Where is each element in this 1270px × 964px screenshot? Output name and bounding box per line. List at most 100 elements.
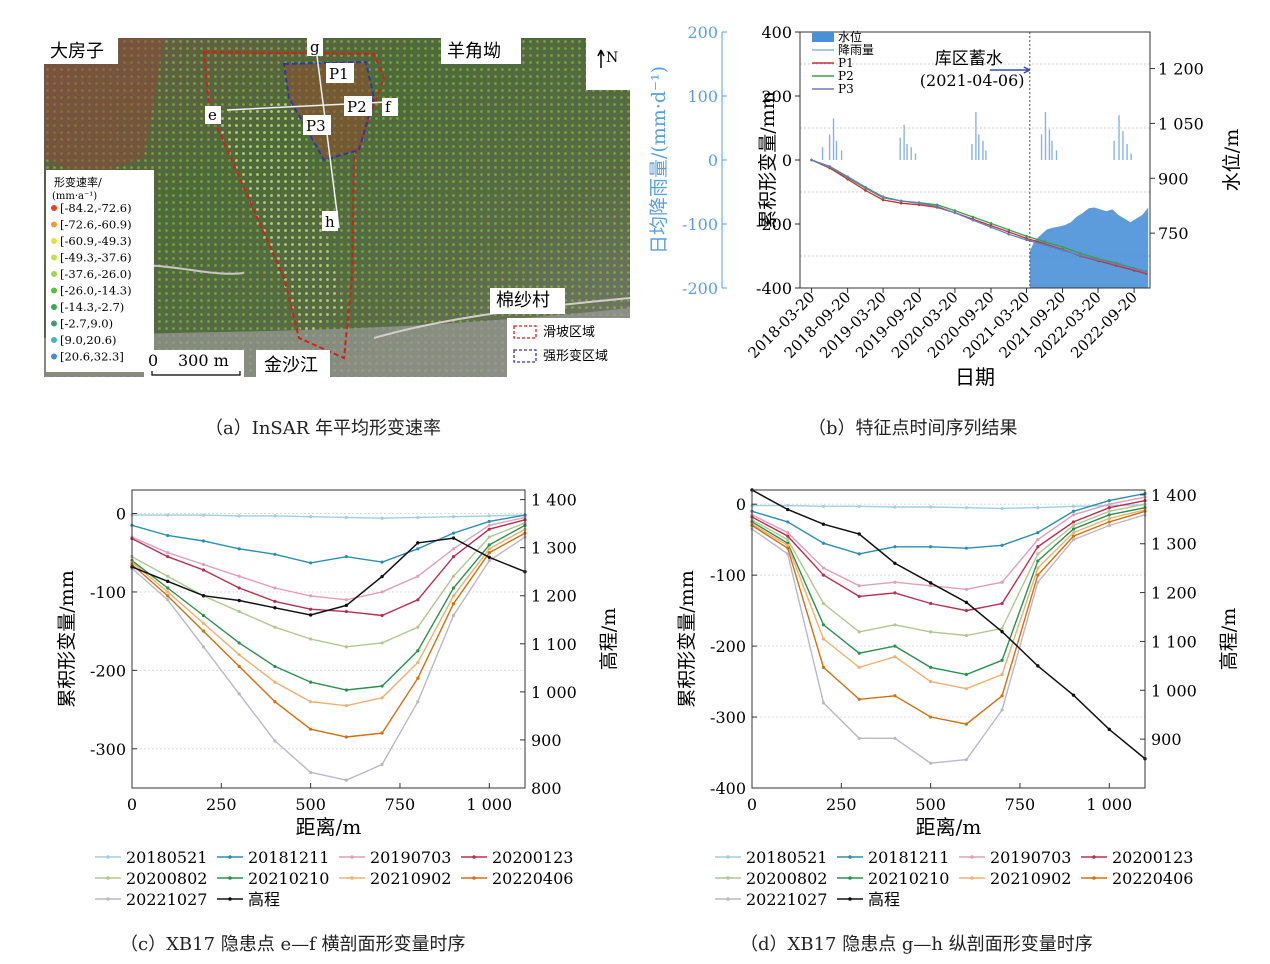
y2-tick-label: 800 <box>531 779 562 798</box>
series-point <box>1107 520 1111 524</box>
y2-tick-label: 1 200 <box>1151 584 1197 603</box>
zone-legend-swatch <box>513 325 537 339</box>
series-point <box>1000 601 1004 606</box>
legend-title: 形变速率/ <box>54 175 102 189</box>
series-point <box>786 520 790 524</box>
series-point <box>1007 232 1011 236</box>
series-point <box>344 598 348 602</box>
series-point <box>953 209 957 212</box>
series-point <box>989 225 993 229</box>
x-tick-label: 750 <box>385 795 416 814</box>
elevation-point <box>857 532 861 536</box>
legend-label: 降雨量 <box>838 43 874 57</box>
series-line-20210210 <box>131 524 526 691</box>
legend-label: 20210902 <box>370 869 451 888</box>
legend-label: 20210210 <box>868 869 949 888</box>
profile-line-g-h <box>315 47 340 229</box>
series-point <box>309 561 313 565</box>
series-point <box>786 530 790 535</box>
series-point <box>1079 254 1082 257</box>
y-tick-label: -400 <box>756 279 792 298</box>
elevation-point <box>1000 629 1004 634</box>
series-line-20220406 <box>131 532 526 738</box>
series-point <box>821 623 826 627</box>
series-point <box>1107 502 1111 506</box>
series-point <box>1071 538 1076 542</box>
series-line-20190703 <box>131 516 526 601</box>
series-point <box>1071 534 1076 538</box>
series-point <box>846 175 849 178</box>
series-point <box>964 587 968 591</box>
y2-tick-label: 1 200 <box>531 587 577 606</box>
series-point <box>1107 506 1111 510</box>
y-tick-label: -200 <box>90 661 126 680</box>
zone-legend-swatch <box>513 349 537 363</box>
y2-tick-label: 1 100 <box>531 635 577 654</box>
series-line-20200123 <box>751 499 1146 612</box>
series-point <box>1096 258 1100 262</box>
series-point <box>487 547 491 551</box>
series-point <box>487 543 491 547</box>
scale-bar-label: 300 m <box>178 351 229 370</box>
series-point <box>786 546 790 550</box>
series-point <box>237 514 241 518</box>
series-point <box>929 505 933 509</box>
series-point <box>309 770 313 774</box>
series-point <box>786 504 790 508</box>
x-tick-label: 0 <box>747 795 757 814</box>
legend-marker <box>228 876 232 880</box>
series-point <box>1071 504 1076 508</box>
series-point <box>881 195 885 199</box>
legend-label: [-2.7,9.0) <box>60 317 113 331</box>
legend-label: [-84.2,-72.6) <box>60 201 132 215</box>
elevation-line <box>131 537 526 616</box>
series-point <box>487 523 491 527</box>
legend-label: 20190703 <box>990 848 1071 867</box>
y-axis-label: 累积形变量/mm <box>676 570 698 707</box>
series-point <box>821 665 826 669</box>
y-tick-label: -300 <box>90 740 126 759</box>
x-axis-label: 距离/m <box>916 815 982 839</box>
series-point <box>201 513 206 517</box>
series-point <box>1061 245 1064 249</box>
y-tick-label: 400 <box>761 23 792 42</box>
legend-label: [-14.3,-2.7) <box>60 300 124 314</box>
series-point <box>487 535 491 539</box>
series-point <box>786 543 790 547</box>
series-point <box>166 594 170 598</box>
series-point <box>309 594 313 598</box>
series-line-20220406 <box>751 510 1146 725</box>
series-line-20221027 <box>131 536 526 781</box>
series-point <box>344 735 348 739</box>
legend-label: 20181211 <box>868 848 949 867</box>
legend-label: [20.6,32.3] <box>60 350 124 364</box>
series-point <box>237 664 241 669</box>
zone-legend-label: 强形变区域 <box>543 348 608 364</box>
legend-label: 20200123 <box>1112 848 1193 867</box>
legend-label: 20200802 <box>746 869 827 888</box>
legend-label: [-49.3,-37.6) <box>60 251 132 265</box>
elevation-point <box>786 507 790 512</box>
point-label-p2: P2 <box>347 98 367 116</box>
series-point <box>487 558 491 563</box>
series-point <box>857 665 861 669</box>
point-label-p3: P3 <box>306 117 326 135</box>
series-line-20200123 <box>131 519 526 617</box>
series-line-20190703 <box>751 496 1146 591</box>
series-point <box>1036 566 1040 570</box>
series-point <box>451 515 456 519</box>
legend-label: [-26.0,-14.3) <box>60 284 132 298</box>
series-point <box>273 680 277 684</box>
series-point <box>309 727 313 731</box>
series-point <box>487 519 491 523</box>
series-point <box>451 531 456 535</box>
legend-label: 20180521 <box>126 848 207 867</box>
elevation-point <box>166 579 170 584</box>
series-point <box>857 594 861 599</box>
series-point <box>344 555 348 559</box>
y3-tick-label: 900 <box>1158 169 1189 188</box>
series-point <box>380 684 384 688</box>
series-point <box>380 762 384 767</box>
series-point <box>1000 672 1004 677</box>
legend-marker <box>350 855 354 859</box>
